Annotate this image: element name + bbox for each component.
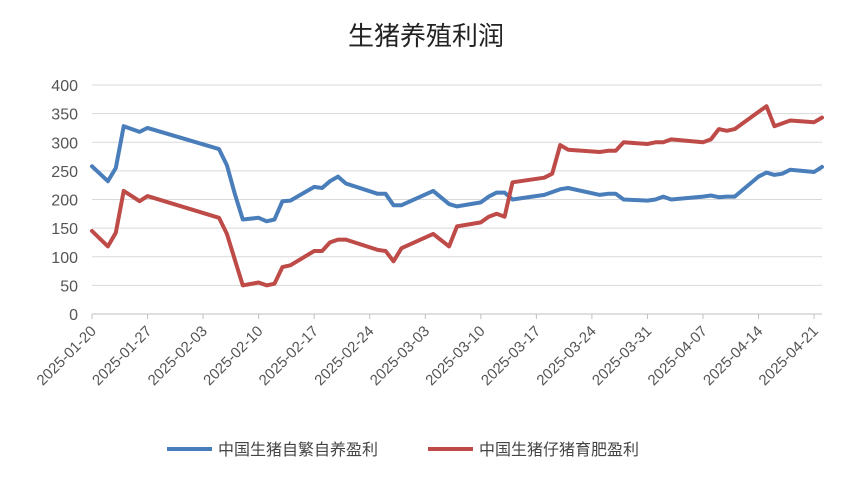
legend-label: 中国生猪仔猪育肥盈利 [479, 440, 639, 459]
y-tick-label: 100 [51, 250, 78, 267]
y-tick-label: 50 [60, 278, 78, 295]
x-axis [91, 313, 822, 319]
grid-lines [92, 84, 822, 286]
y-tick-label: 300 [51, 135, 78, 152]
series-line-2 [90, 104, 824, 288]
legend-label: 中国生猪自繁自养盈利 [218, 440, 378, 459]
y-tick-label: 200 [51, 193, 78, 210]
chart-title: 生猪养殖利润 [348, 22, 504, 52]
x-tick-labels: 2025-01-202025-01-272025-02-032025-02-10… [34, 323, 822, 389]
series-lines [90, 104, 824, 288]
y-tick-label: 400 [51, 78, 78, 95]
y-axis: 0 50 100 150 200 250 300 350 400 [51, 78, 78, 324]
y-tick-label: 0 [69, 307, 78, 324]
series-line-1 [90, 124, 824, 224]
y-tick-label: 150 [51, 221, 78, 238]
legend: 中国生猪自繁自养盈利 中国生猪仔猪育肥盈利 [167, 440, 639, 459]
x-tick-label: 2025-04-21 [756, 323, 822, 389]
y-tick-label: 350 [51, 107, 78, 124]
y-tick-label: 250 [51, 164, 78, 181]
